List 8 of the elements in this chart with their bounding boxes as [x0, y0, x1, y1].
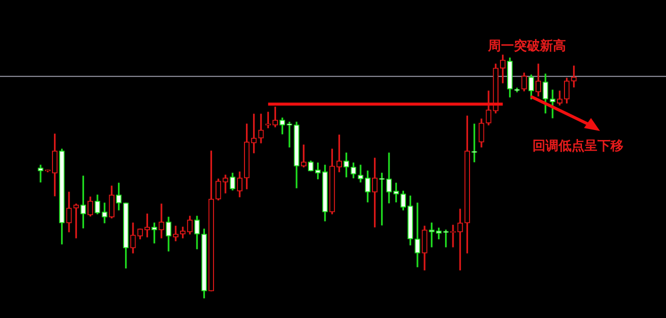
candlestick — [38, 164, 44, 182]
candlestick — [286, 122, 292, 148]
candlestick — [414, 202, 420, 268]
candlestick — [158, 204, 164, 238]
annotation: 回调低点呈下移 — [532, 138, 624, 155]
text: 周一突破新高 — [488, 38, 566, 55]
candlestick — [550, 90, 556, 118]
candlestick — [222, 174, 228, 194]
